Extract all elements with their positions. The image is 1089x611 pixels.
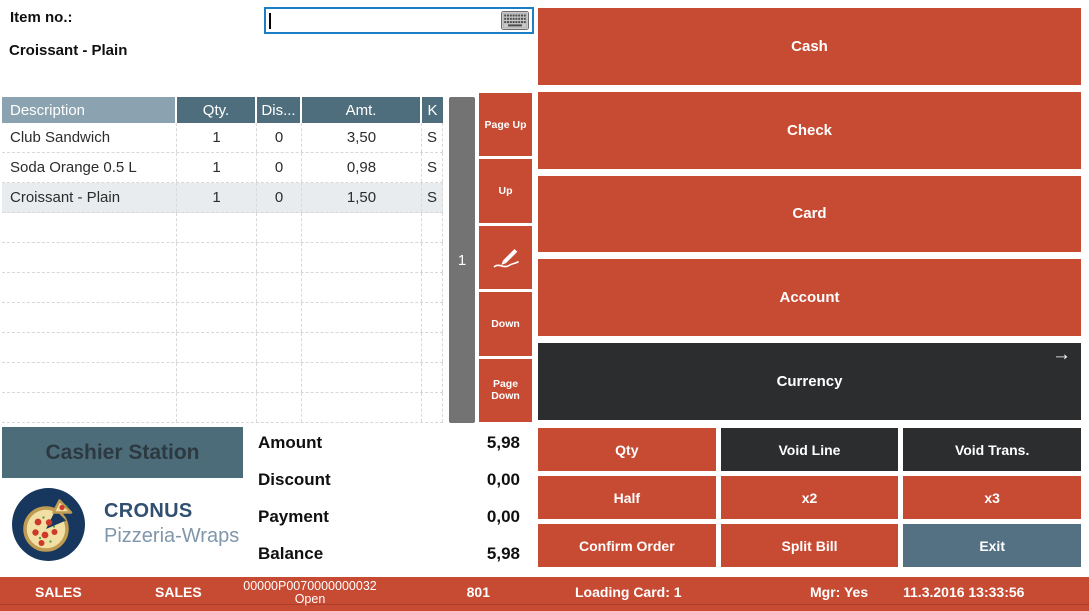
cell-amount: 0,98 [302, 153, 422, 182]
split-bill-button[interactable]: Split Bill [720, 524, 899, 567]
page-up-button[interactable]: Page Up [479, 93, 532, 157]
table-empty-row [2, 213, 443, 243]
signature-pen-icon [492, 248, 519, 268]
nav-button-column: Page Up Up Down Page Down [479, 93, 532, 423]
brand-name: CRONUS [104, 500, 193, 522]
total-value: 0,00 [486, 469, 520, 489]
table-row-selected[interactable]: Croissant - Plain 1 0 1,50 S [2, 183, 443, 213]
total-label: Balance [258, 543, 324, 563]
status-staff: SALES [155, 584, 202, 600]
brand-tagline: Pizzeria-Wraps [104, 525, 240, 547]
col-header-k: K [422, 97, 443, 123]
keyboard-icon[interactable] [501, 11, 529, 30]
account-button[interactable]: Account [538, 259, 1081, 337]
text-caret [269, 12, 271, 29]
cell-discount: 0 [257, 183, 302, 212]
status-terminal-id: 801 [466, 584, 490, 600]
table-empty-row [2, 303, 443, 333]
status-manager: Mgr: Yes [810, 584, 869, 600]
cell-description: Club Sandwich [2, 123, 177, 152]
cell-description: Croissant - Plain [2, 183, 177, 212]
check-button[interactable]: Check [538, 91, 1081, 169]
brand-block: CRONUS Pizzeria-Wraps [104, 501, 239, 546]
item-no-label: Item no.: [10, 9, 73, 26]
table-scrollbar[interactable]: 1 [449, 97, 475, 423]
col-header-discount: Dis... [257, 97, 302, 123]
x2-button[interactable]: x2 [720, 476, 899, 519]
cash-button[interactable]: Cash [538, 8, 1081, 85]
status-receipt: 00000P0070000000032 Open [230, 580, 390, 606]
total-row-balance: Balance 5,98 [258, 542, 520, 565]
total-label: Amount [258, 432, 323, 452]
status-bar: SALES SALES 00000P0070000000032 Open 801… [0, 577, 1089, 611]
table-row[interactable]: Club Sandwich 1 0 3,50 S [2, 123, 443, 153]
up-button[interactable]: Up [479, 159, 532, 223]
col-header-description: Description [2, 97, 177, 123]
total-row-discount: Discount 0,00 [258, 468, 520, 491]
cell-amount: 3,50 [302, 123, 422, 152]
cell-qty: 1 [177, 123, 257, 152]
table-header-row: Description Qty. Dis... Amt. K [2, 97, 443, 123]
current-item-name: Croissant - Plain [9, 42, 128, 59]
cell-discount: 0 [257, 153, 302, 182]
table-empty-row [2, 333, 443, 363]
cell-qty: 1 [177, 153, 257, 182]
cell-description: Soda Orange 0.5 L [2, 153, 177, 182]
col-header-qty: Qty. [177, 97, 257, 123]
receipt-table: Description Qty. Dis... Amt. K Club Sand… [2, 97, 443, 423]
table-empty-row [2, 363, 443, 393]
totals-panel: Amount 5,98 Discount 0,00 Payment 0,00 B… [258, 431, 520, 565]
cell-k: S [422, 153, 443, 182]
table-empty-row [2, 243, 443, 273]
table-empty-row [2, 393, 443, 423]
qty-button[interactable]: Qty [538, 428, 716, 471]
scroll-page-indicator: 1 [457, 251, 467, 269]
total-row-amount: Amount 5,98 [258, 431, 520, 454]
page-down-button[interactable]: Page Down [479, 358, 532, 423]
status-receipt-state: Open [294, 592, 326, 606]
table-empty-row [2, 273, 443, 303]
status-loading-card: Loading Card: 1 [575, 584, 682, 600]
col-header-amount: Amt. [302, 97, 422, 123]
cell-discount: 0 [257, 123, 302, 152]
total-label: Discount [258, 469, 331, 489]
down-button[interactable]: Down [479, 292, 532, 356]
status-store: SALES [35, 584, 82, 600]
card-button[interactable]: Card [538, 175, 1081, 253]
status-receipt-no: 00000P0070000000032 [243, 579, 377, 593]
half-button[interactable]: Half [538, 476, 716, 519]
total-label: Payment [258, 506, 329, 526]
cashier-station-title: Cashier Station [45, 440, 200, 464]
signature-pen-button[interactable] [479, 225, 532, 290]
exit-button[interactable]: Exit [903, 524, 1081, 567]
confirm-order-button[interactable]: Confirm Order [538, 524, 716, 567]
cashier-station-panel: Cashier Station [2, 427, 243, 478]
void-trans-button[interactable]: Void Trans. [903, 428, 1081, 471]
cell-qty: 1 [177, 183, 257, 212]
cell-k: S [422, 123, 443, 152]
void-line-button[interactable]: Void Line [720, 428, 899, 471]
item-no-input[interactable] [264, 7, 534, 34]
currency-button-label: Currency [776, 373, 843, 391]
currency-button[interactable]: → Currency [538, 343, 1081, 420]
pizza-logo-icon [12, 488, 85, 566]
payment-button-column: Cash Check Card Account → Currency [538, 8, 1081, 420]
table-row[interactable]: Soda Orange 0.5 L 1 0 0,98 S [2, 153, 443, 183]
action-button-grid: Qty Void Line Void Trans. Half x2 x3 Con… [538, 428, 1081, 567]
total-value: 5,98 [486, 543, 520, 563]
cell-k: S [422, 183, 443, 212]
cell-amount: 1,50 [302, 183, 422, 212]
total-value: 0,00 [486, 506, 520, 526]
total-value: 5,98 [486, 432, 520, 452]
total-row-payment: Payment 0,00 [258, 505, 520, 528]
arrow-right-icon: → [1052, 344, 1071, 366]
x3-button[interactable]: x3 [903, 476, 1081, 519]
status-datetime: 11.3.2016 13:33:56 [903, 584, 1025, 600]
